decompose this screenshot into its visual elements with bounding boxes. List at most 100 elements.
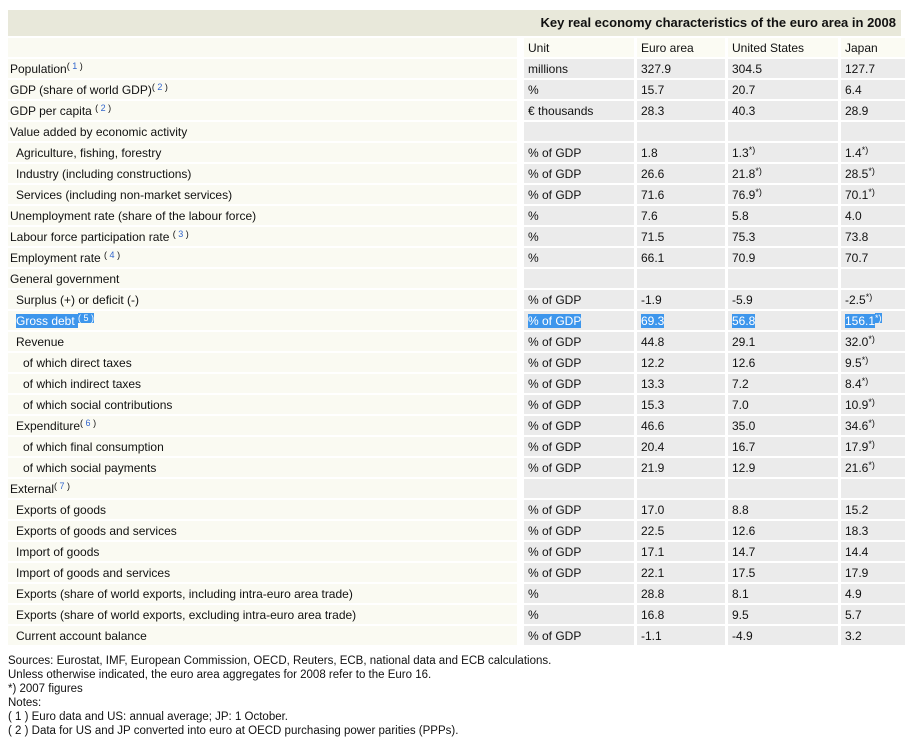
- japan-cell: 156.1*): [841, 311, 905, 330]
- row-label: Agriculture, fishing, forestry: [16, 145, 162, 160]
- unit-cell: % of GDP: [524, 374, 634, 393]
- row-label: of which final consumption: [23, 439, 164, 454]
- cell-value: 7.0: [732, 397, 749, 412]
- euro-area-cell: 7.6: [637, 206, 725, 225]
- cell-value: 3.2: [845, 628, 862, 643]
- footnote-ref[interactable]: ( 1 ): [66, 60, 83, 71]
- table-row: Revenue % of GDP 44.8 29.1 32.0*): [8, 332, 905, 351]
- prev-year-marker: *): [868, 417, 875, 428]
- cell-value: 5.7: [845, 607, 862, 622]
- unit-cell: % of GDP: [524, 185, 634, 204]
- cell-value: 32.0: [845, 334, 869, 349]
- unit-cell: % of GDP: [524, 521, 634, 540]
- footnote-ref[interactable]: ( 4 ): [104, 249, 121, 260]
- cell-value: 70.1: [845, 187, 869, 202]
- row-label-cell: Import of goods: [8, 542, 521, 561]
- cell-value: % of GDP: [528, 313, 582, 328]
- cell-value: 1.3: [732, 145, 749, 160]
- cell-value: % of GDP: [528, 544, 582, 559]
- united-states-cell: [728, 479, 838, 498]
- unit-cell: % of GDP: [524, 332, 634, 351]
- united-states-cell: 8.8: [728, 500, 838, 519]
- table-row: Gross debt ( 5 ) % of GDP 69.3 56.8 156.1*): [8, 311, 905, 330]
- cell-value: 304.5: [732, 61, 763, 76]
- row-label-cell: Gross debt ( 5 ): [8, 311, 521, 330]
- table-row: Current account balance % of GDP -1.1 -4.9 3…: [8, 626, 905, 645]
- cell-value: 10.9: [845, 397, 869, 412]
- unit-cell: % of GDP: [524, 290, 634, 309]
- cell-value: 40.3: [732, 103, 756, 118]
- unit-cell: % of GDP: [524, 626, 634, 645]
- euro-area-cell: 17.1: [637, 542, 725, 561]
- cell-value: 6.4: [845, 82, 862, 97]
- euro-area-cell: 12.2: [637, 353, 725, 372]
- row-label-cell: Population( 1 ): [8, 59, 521, 78]
- united-states-cell: [728, 269, 838, 288]
- footnote-ref[interactable]: ( 2 ): [151, 81, 168, 92]
- prev-year-marker: *): [868, 165, 875, 176]
- row-label-cell: of which social payments: [8, 458, 521, 477]
- table-row: Import of goods % of GDP 17.1 14.7 14.4: [8, 542, 905, 561]
- cell-value: 4.9: [845, 586, 862, 601]
- cell-value: 76.9: [732, 187, 756, 202]
- prev-year-marker: *): [868, 459, 875, 470]
- row-label-cell: of which final consumption: [8, 437, 521, 456]
- table-row: Exports (share of world exports, excludi…: [8, 605, 905, 624]
- report-page: Key real economy characteristics of the …: [8, 10, 905, 738]
- unit-cell: € thousands: [524, 101, 634, 120]
- prev-year-marker: *): [875, 312, 882, 323]
- row-label: Services (including non-market services): [16, 187, 233, 202]
- euro-area-cell: [637, 122, 725, 141]
- cell-value: 17.9: [845, 565, 869, 580]
- unit-cell: %: [524, 605, 634, 624]
- cell-value: 9.5: [732, 607, 749, 622]
- united-states-cell: 7.2: [728, 374, 838, 393]
- table-row: of which final consumption % of GDP 20.4 16…: [8, 437, 905, 456]
- cell-value: 12.2: [641, 355, 665, 370]
- footnote-ref[interactable]: ( 7 ): [54, 480, 71, 491]
- row-label-cell: Import of goods and services: [8, 563, 521, 582]
- row-label-cell: GDP (share of world GDP)( 2 ): [8, 80, 521, 99]
- footnote-ref[interactable]: ( 3 ): [172, 228, 189, 239]
- unit-cell: % of GDP: [524, 458, 634, 477]
- cell-value: % of GDP: [528, 523, 582, 538]
- cell-value: 70.7: [845, 250, 869, 265]
- row-label-cell: Exports (share of world exports, excludi…: [8, 605, 521, 624]
- euro-area-cell: [637, 269, 725, 288]
- cell-value: 17.9: [845, 439, 869, 454]
- euro-area-cell: 15.7: [637, 80, 725, 99]
- japan-cell: 14.4: [841, 542, 905, 561]
- cell-value: -2.5: [845, 292, 866, 307]
- footnote-ref[interactable]: ( 6 ): [80, 417, 97, 428]
- cell-value: 127.7: [845, 61, 876, 76]
- cell-value: % of GDP: [528, 292, 582, 307]
- table-row: of which social contributions % of GDP 15.…: [8, 395, 905, 414]
- row-label-cell: General government: [8, 269, 521, 288]
- cell-value: 21.8: [732, 166, 756, 181]
- row-label-cell: Surplus (+) or deficit (-): [8, 290, 521, 309]
- japan-cell: 28.9: [841, 101, 905, 120]
- euro-area-cell: -1.1: [637, 626, 725, 645]
- row-label: Exports (share of world exports, excludi…: [16, 607, 357, 622]
- cell-value: 15.3: [641, 397, 665, 412]
- cell-value: % of GDP: [528, 460, 582, 475]
- prev-year-marker: *): [755, 186, 762, 197]
- table-row: Population( 1 ) millions 327.9 304.5 127.7: [8, 59, 905, 78]
- euro-area-cell: 44.8: [637, 332, 725, 351]
- cell-value: 70.9: [732, 250, 756, 265]
- japan-cell: 15.2: [841, 500, 905, 519]
- japan-cell: 4.0: [841, 206, 905, 225]
- cell-value: 4.0: [845, 208, 862, 223]
- footnote-ref[interactable]: ( 5 ): [78, 312, 95, 323]
- unit-cell: %: [524, 206, 634, 225]
- cell-value: %: [528, 250, 539, 265]
- unit-cell: % of GDP: [524, 437, 634, 456]
- unit-cell: % of GDP: [524, 311, 634, 330]
- row-label-cell: Revenue: [8, 332, 521, 351]
- cell-value: 15.7: [641, 82, 665, 97]
- footnote-ref[interactable]: ( 2 ): [95, 102, 112, 113]
- cell-value: % of GDP: [528, 376, 582, 391]
- header-unit: Unit: [524, 38, 634, 57]
- japan-cell: 17.9: [841, 563, 905, 582]
- footnotes: Sources: Eurostat, IMF, European Commiss…: [8, 654, 901, 738]
